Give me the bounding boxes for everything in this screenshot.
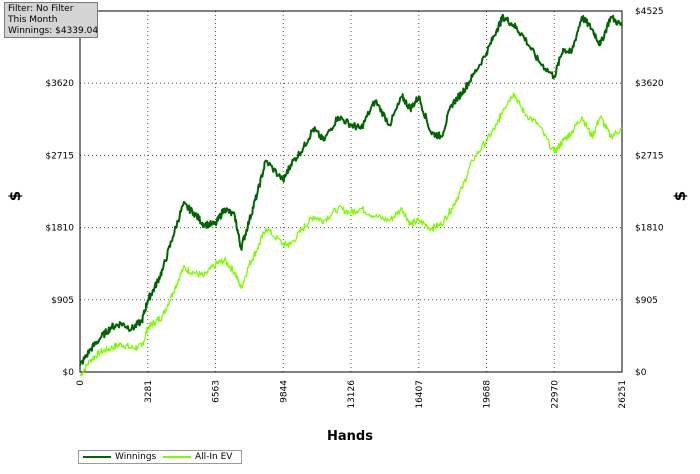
y-tick-label-right: $0: [635, 368, 647, 378]
legend-label-winnings: Winnings: [115, 452, 157, 462]
series-layer: [79, 13, 623, 377]
legend-label-allin-ev: All-In EV: [195, 452, 233, 462]
y-tick-label-left: $1810: [45, 224, 74, 234]
y-tick-label-left: $905: [51, 296, 74, 306]
x-tick-label: 16407: [415, 380, 425, 409]
grid-lines: [80, 11, 622, 373]
y-axis-title-right: $: [671, 191, 689, 201]
y-tick-label-right: $3620: [635, 79, 664, 89]
period-text: This Month: [8, 15, 58, 25]
x-tick-label: 3281: [144, 380, 154, 403]
y-tick-label-left: $2715: [45, 151, 74, 161]
y-tick-label-right: $905: [635, 296, 658, 306]
y-axis-title-left: $: [6, 191, 24, 201]
legend-item-allin-ev: All-In EV: [163, 452, 232, 462]
legend-item-winnings: Winnings: [83, 452, 156, 462]
y-tick-label-right: $2715: [635, 151, 664, 161]
filter-info-box: Filter: No Filter This Month Winnings: $…: [4, 2, 98, 38]
plot-area-frame: [79, 10, 623, 373]
x-tick-label: 0: [76, 380, 86, 386]
series-line-allin-ev: [79, 92, 623, 377]
series-line-winnings: [79, 13, 623, 366]
y-tick-label-right: $1810: [635, 224, 664, 234]
x-tick-label: 19688: [483, 380, 493, 409]
y-tick-label-left: $3620: [45, 79, 74, 89]
legend: Winnings All-In EV: [78, 450, 242, 464]
y-tick-label-left: $0: [63, 368, 75, 378]
legend-swatch-allin-ev: [163, 456, 191, 458]
x-tick-label: 6563: [212, 380, 222, 403]
x-tick-label: 26251: [618, 380, 628, 409]
x-axis-title: Hands: [327, 429, 373, 444]
filter-text: Filter: No Filter: [8, 4, 74, 14]
winnings-text: Winnings: $4339.04: [8, 26, 99, 36]
y-tick-label-right: $4525: [635, 7, 664, 17]
x-tick-label: 9844: [279, 380, 289, 403]
x-tick-label: 13126: [347, 380, 357, 409]
legend-swatch-winnings: [83, 456, 111, 458]
x-tick-label: 22970: [550, 380, 560, 409]
